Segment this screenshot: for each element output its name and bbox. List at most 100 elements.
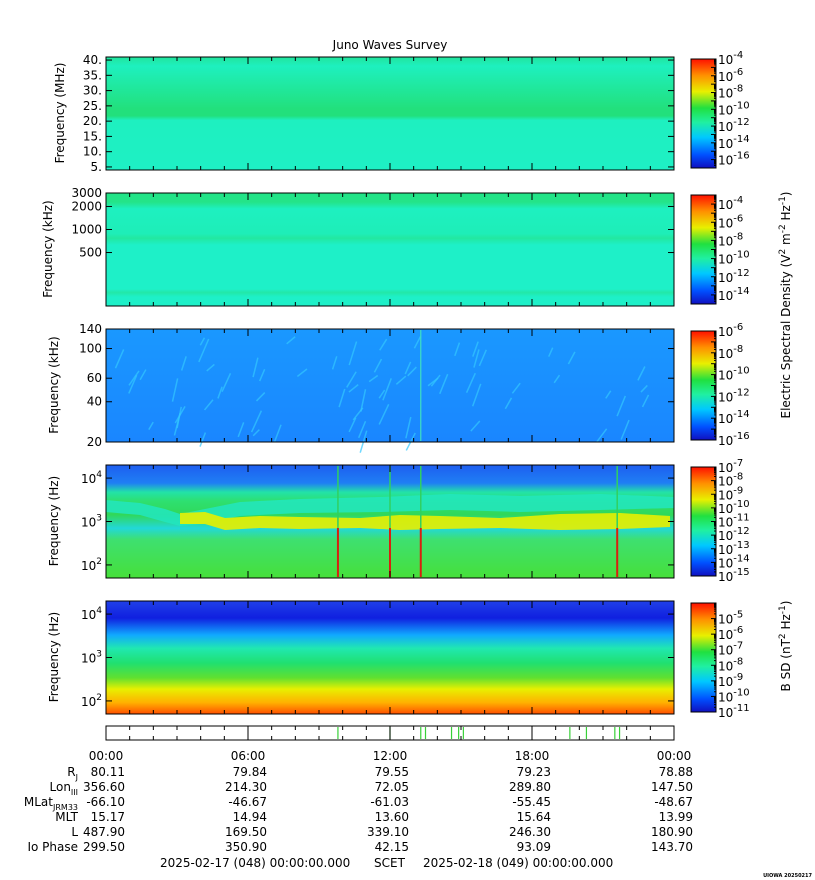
- ephemeris-value: 15.17: [91, 810, 125, 824]
- ephemeris-value: -46.67: [228, 795, 267, 809]
- ytick-label: 30.: [83, 84, 102, 98]
- lowkhz-streak: [148, 421, 154, 430]
- ytick-label: 60: [87, 371, 102, 385]
- colorbar-label: 10-6: [718, 213, 743, 230]
- colorbar-label: 10-11: [718, 703, 750, 720]
- lowkhz-streak: [616, 395, 627, 417]
- lowkhz-streak: [641, 394, 650, 408]
- x-axis-label: 18:00: [515, 749, 550, 763]
- ephemeris-value: -66.10: [86, 795, 125, 809]
- lowkhz-streak: [346, 371, 357, 388]
- x-axis-label: 00:00: [657, 749, 692, 763]
- colorbar-mhz-panel: [690, 58, 717, 169]
- ephemeris-value: 169.50: [225, 825, 267, 839]
- colorbars: 10-410-610-810-1010-1210-1410-1610-410-6…: [690, 50, 750, 720]
- lowkhz-streak: [596, 428, 608, 443]
- ephemeris-row-label: MLT: [55, 810, 78, 824]
- colorbar-label: 10-13: [718, 540, 750, 557]
- ephemeris-value: 78.88: [659, 765, 693, 779]
- colorbar-label: 10-10: [718, 499, 750, 516]
- lowkhz-streak: [114, 349, 125, 369]
- lowkhz-streak: [250, 410, 263, 433]
- lowkhz-streak: [348, 341, 358, 366]
- lowkhz-streaks: [114, 330, 650, 453]
- x-axis-labels: 00:00 06:00 12:00 18:00 00:00: [89, 749, 692, 763]
- colorbar-label: 10-12: [718, 526, 750, 543]
- footer-stamp: UIOWA 20250217: [763, 873, 812, 879]
- ephemeris-value: 14.94: [233, 810, 267, 824]
- colorbar-label: 10-6: [718, 67, 743, 84]
- lowkhz-streak: [206, 363, 215, 372]
- ephemeris-value: 147.50: [651, 780, 693, 794]
- footer-end-time: 2025-02-18 (049) 00:00:00.000: [423, 856, 613, 870]
- lowkhz-streak: [258, 368, 266, 382]
- lowkhz-streak: [128, 370, 140, 386]
- hz-panel: 102 103 104 Frequency (Hz): [47, 464, 675, 579]
- colorbar-label: 10-4: [718, 50, 743, 67]
- lowkhz-streak: [378, 403, 390, 425]
- colorbar-label: 10-8: [718, 472, 743, 489]
- x-axis-ticks: [105, 57, 675, 740]
- x-axis-label: 06:00: [231, 749, 266, 763]
- ephemeris-value: -48.67: [654, 795, 693, 809]
- lowkhz-streak: [439, 373, 449, 395]
- colorbar-label: 10-8: [718, 656, 743, 673]
- lowkhz-streak: [331, 356, 338, 370]
- lowkhz-streak: [237, 422, 245, 438]
- ephemeris-value: 350.90: [225, 840, 267, 854]
- mhz-panel: 5.10. 15.20.25.30. 35.40. Frequency (MHz): [53, 53, 675, 174]
- lowkhz-streak: [407, 366, 417, 377]
- ephemeris-value: 356.60: [83, 780, 125, 794]
- lowkhz-streak: [404, 361, 412, 375]
- b-ylabel: Frequency (Hz): [47, 612, 61, 703]
- lowkhz-streak: [465, 372, 476, 393]
- colorbar-label: 10-14: [718, 409, 750, 426]
- ephemeris-value: 487.90: [83, 825, 125, 839]
- ytick-label: 104: [81, 470, 102, 486]
- ephemeris-value: 143.70: [651, 840, 693, 854]
- ephemeris-value: 180.90: [651, 825, 693, 839]
- lowkhz-streak: [286, 336, 296, 345]
- ytick-label: 2000: [71, 199, 102, 213]
- lowkhz-streak: [199, 337, 206, 346]
- ytick-label: 35.: [83, 68, 102, 82]
- ytick-label: 500: [79, 246, 102, 260]
- b-panel: 102 103 104 Frequency (Hz): [47, 600, 675, 715]
- colorbar-label: 10-12: [718, 268, 750, 285]
- ytick-label: 1000: [71, 222, 102, 236]
- ephemeris-value: 246.30: [509, 825, 551, 839]
- lowkhz-streak: [368, 374, 379, 383]
- colorbar-label: 10-15: [718, 567, 750, 584]
- lowkhz-streak: [273, 424, 282, 442]
- ephemeris-row-label: RJ: [67, 765, 78, 782]
- b-spectrogram: [106, 601, 674, 714]
- lowkhz-streak: [171, 378, 179, 402]
- lowkhz-spectrogram: [106, 329, 674, 442]
- colorbar-label: 10-7: [718, 641, 743, 658]
- ephemeris-row-label: MLatJRM33: [24, 795, 78, 812]
- lowkhz-streak: [413, 336, 422, 349]
- lowkhz-streak: [637, 366, 646, 381]
- lowkhz-streak: [511, 382, 521, 394]
- colorbar-label: 10-9: [718, 672, 743, 689]
- lowkhz-streak: [472, 341, 479, 357]
- colorbar-label: 10-11: [718, 513, 750, 530]
- lowkhz-streak: [252, 429, 260, 437]
- mhz-spectrogram: [106, 57, 674, 170]
- ytick-label: 140: [79, 322, 102, 336]
- lowkhz-streak: [405, 416, 412, 439]
- colorbar-label: 10-5: [718, 610, 743, 627]
- lowkhz-streak: [427, 377, 439, 387]
- lowkhz-streak: [199, 432, 207, 447]
- ephemeris-value: 80.11: [91, 765, 125, 779]
- electric-colorbar-title: Electric Spectral Density (V2 m-2 Hz-1): [778, 191, 793, 418]
- x-axis-label: 00:00: [89, 749, 124, 763]
- hz-spikes: [336, 466, 619, 577]
- khz-spectrogram: [106, 193, 674, 306]
- ytick-label: 104: [81, 606, 102, 622]
- lowkhz-streak: [128, 374, 138, 394]
- lowkhz-streak: [217, 386, 223, 399]
- lowkhz-streak: [504, 397, 513, 410]
- lowkhz-streak: [198, 338, 210, 363]
